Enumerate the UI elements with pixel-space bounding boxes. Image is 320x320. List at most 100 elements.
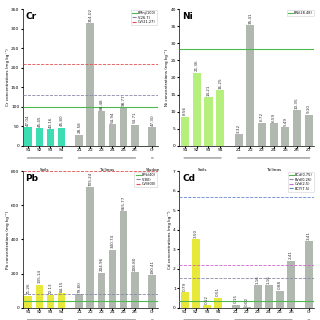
Text: Ni: Ni [182,12,193,21]
Text: 53.71: 53.71 [133,112,137,124]
Bar [265,285,273,308]
Text: 72.13: 72.13 [48,282,52,294]
Legend: BPb(40), V(80), CV(800): BPb(40), V(80), CV(800) [134,172,157,187]
Text: 1.16: 1.16 [256,275,260,284]
Bar [235,134,243,146]
Bar [246,25,254,146]
Text: 6.72: 6.72 [260,112,264,121]
Bar [270,123,278,146]
Text: 8.56: 8.56 [183,106,187,115]
Text: 0.88: 0.88 [278,280,282,289]
Bar [47,295,54,308]
Text: 84.15: 84.15 [60,280,64,292]
Bar [36,128,43,146]
Text: 1.16: 1.16 [267,275,271,284]
Bar [86,188,94,308]
Text: 9.10: 9.10 [307,104,311,113]
Bar [36,284,43,308]
Text: 6.59: 6.59 [272,113,276,122]
Text: 3.50: 3.50 [194,229,198,238]
Text: Cd: Cd [182,174,195,183]
Text: 0.79: 0.79 [183,282,187,291]
Text: Sludge: Sludge [145,168,159,172]
Text: 0.15: 0.15 [234,294,238,303]
Bar [120,211,127,308]
Text: 3.32: 3.32 [237,124,241,133]
Bar [120,107,127,146]
Y-axis label: Ni concentrations (mg kg⁻¹): Ni concentrations (mg kg⁻¹) [165,49,169,106]
Bar [47,129,54,146]
Text: 43.16: 43.16 [48,116,52,127]
Bar [148,127,156,146]
Text: 705.24: 705.24 [88,172,92,186]
Text: 190.41: 190.41 [150,260,154,274]
Bar [193,73,201,146]
Bar [216,90,224,146]
Legend: BNi(28.48): BNi(28.48) [286,10,314,16]
Text: 565.77: 565.77 [122,196,125,210]
Text: 21.36: 21.36 [195,60,199,71]
Bar [181,292,189,308]
Text: 54.94: 54.94 [110,111,115,123]
Text: 3.41: 3.41 [307,231,311,240]
Text: Tailings: Tailings [100,168,115,172]
Bar [281,127,289,146]
Text: 98.77: 98.77 [122,94,125,106]
Text: 45.80: 45.80 [60,115,64,126]
Y-axis label: Cr concentrations (mg kg⁻¹): Cr concentrations (mg kg⁻¹) [5,49,10,106]
Bar [287,261,295,308]
Text: 88.48: 88.48 [100,98,103,110]
Bar [24,127,32,146]
Bar [276,291,284,308]
Y-axis label: Pb concentrations (mg kg⁻¹): Pb concentrations (mg kg⁻¹) [6,210,10,268]
Bar [108,124,116,146]
Bar [293,110,301,146]
Bar [98,273,105,308]
Bar [24,295,32,308]
Bar [232,305,240,308]
Bar [305,115,313,146]
Y-axis label: Cd concentrations (mg kg⁻¹): Cd concentrations (mg kg⁻¹) [168,210,172,269]
Bar [305,241,313,308]
Legend: BCd(0.75), BVd(0.26), CVd(2.5), BCY(7.5): BCd(0.75), BVd(0.26), CVd(2.5), BCY(7.5) [288,172,314,192]
Bar [192,239,200,308]
Text: Soils: Soils [198,168,207,172]
Bar [98,111,105,146]
Bar [131,272,139,308]
Text: 204.96: 204.96 [100,257,103,271]
Text: 340.74: 340.74 [110,234,115,248]
Bar [108,250,116,308]
Text: 0.02: 0.02 [245,297,249,306]
Bar [58,293,65,308]
Text: 16.25: 16.25 [218,77,222,89]
Bar [76,135,83,146]
Text: 71.26: 71.26 [26,283,30,294]
Bar [131,125,139,146]
Bar [76,294,83,308]
Text: 135.14: 135.14 [37,269,41,283]
Bar [148,275,156,308]
Text: 0.51: 0.51 [216,287,220,296]
Text: 10.35: 10.35 [295,97,299,109]
Text: 45.45: 45.45 [37,115,41,127]
Text: Soils: Soils [40,168,50,172]
Text: 0.12: 0.12 [205,295,209,304]
Legend: BMnj(100), V(26.7), CV(21.27): BMnj(100), V(26.7), CV(21.27) [131,10,157,25]
Text: 79.80: 79.80 [77,281,81,293]
Bar [254,285,262,308]
Bar [86,23,94,146]
Text: 14.21: 14.21 [206,84,211,96]
Text: Pb: Pb [26,174,38,183]
Bar [203,305,211,308]
Text: 28.58: 28.58 [77,122,81,133]
Text: 35.41: 35.41 [248,12,252,24]
Text: 2.41: 2.41 [289,251,293,259]
Bar [258,123,266,146]
Bar [58,128,65,146]
Bar [204,97,212,146]
Bar [214,298,222,308]
Text: 5.49: 5.49 [283,116,287,126]
Text: 47.04: 47.04 [26,115,30,126]
Text: 47.30: 47.30 [150,114,154,126]
Text: Tailings: Tailings [266,168,281,172]
